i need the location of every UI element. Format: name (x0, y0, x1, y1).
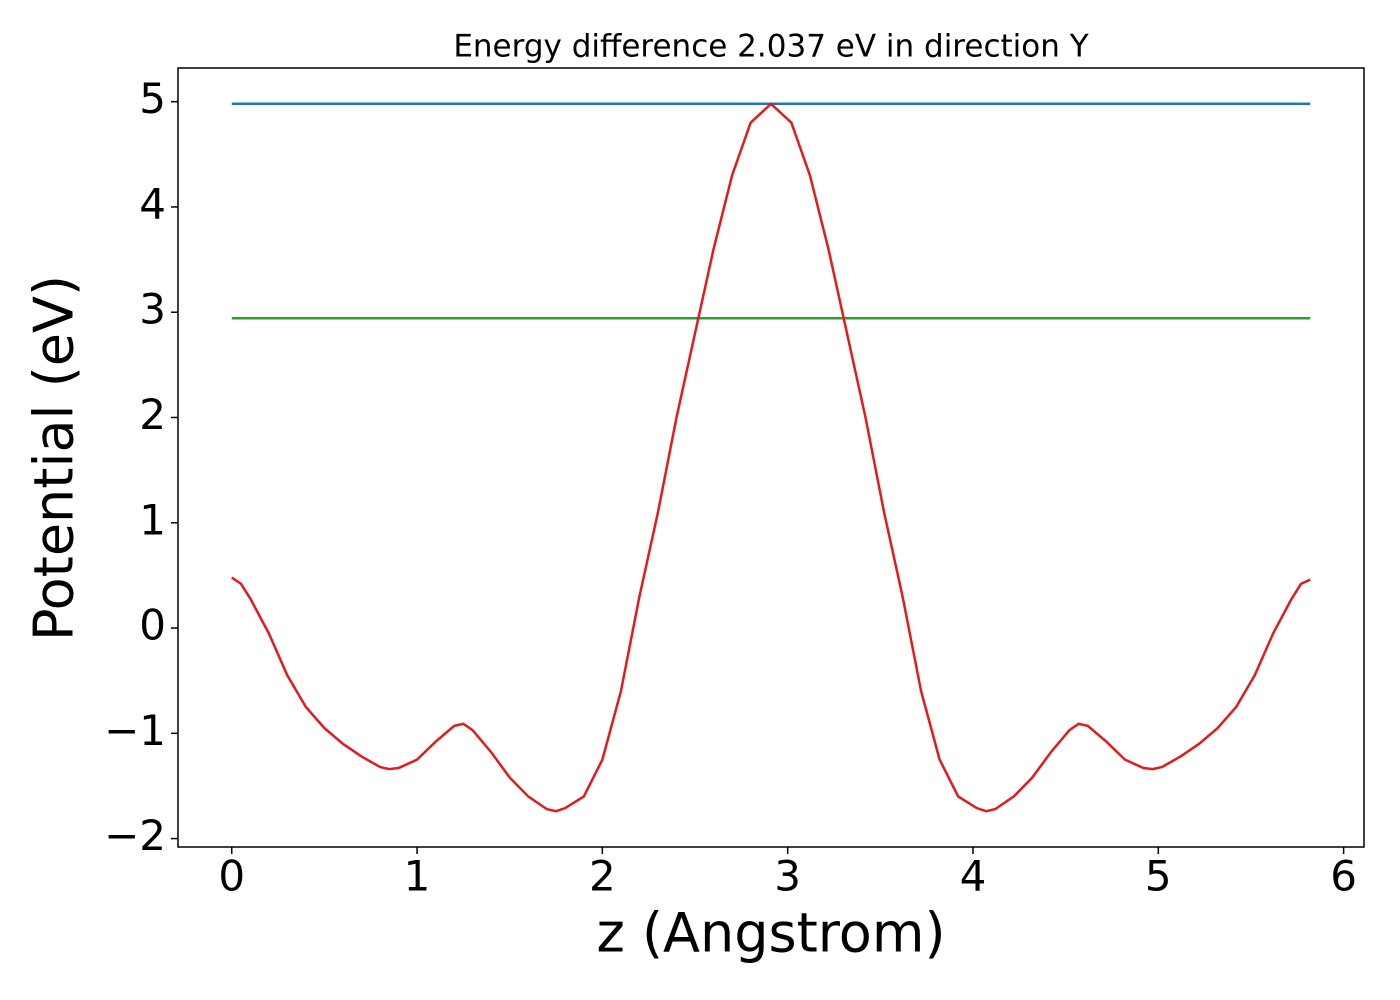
chart-title: Energy difference 2.037 eV in direction … (453, 29, 1088, 65)
y-tick-label: 4 (139, 179, 166, 228)
y-tick-label: 5 (139, 74, 166, 123)
line-series (231, 102, 1311, 813)
y-tick-label: −2 (104, 811, 166, 860)
x-tick-label: 4 (960, 852, 987, 901)
plot-frame (177, 67, 1365, 848)
x-tick-label: 6 (1330, 852, 1357, 901)
y-tick-label: 0 (139, 601, 166, 650)
y-tick-label: −1 (104, 706, 166, 755)
y-tick-label: 2 (139, 390, 166, 439)
x-tick-label: 0 (218, 852, 245, 901)
x-tick-label: 5 (1145, 852, 1172, 901)
x-tick-label: 2 (589, 852, 616, 901)
x-axis-label: z (Angstrom) (596, 902, 945, 965)
y-tick-label: 3 (139, 285, 166, 334)
y-tick-label: 1 (139, 495, 166, 544)
y-axis-label: Potential (eV) (23, 275, 86, 641)
x-tick-label: 3 (774, 852, 801, 901)
x-tick-label: 1 (404, 852, 431, 901)
